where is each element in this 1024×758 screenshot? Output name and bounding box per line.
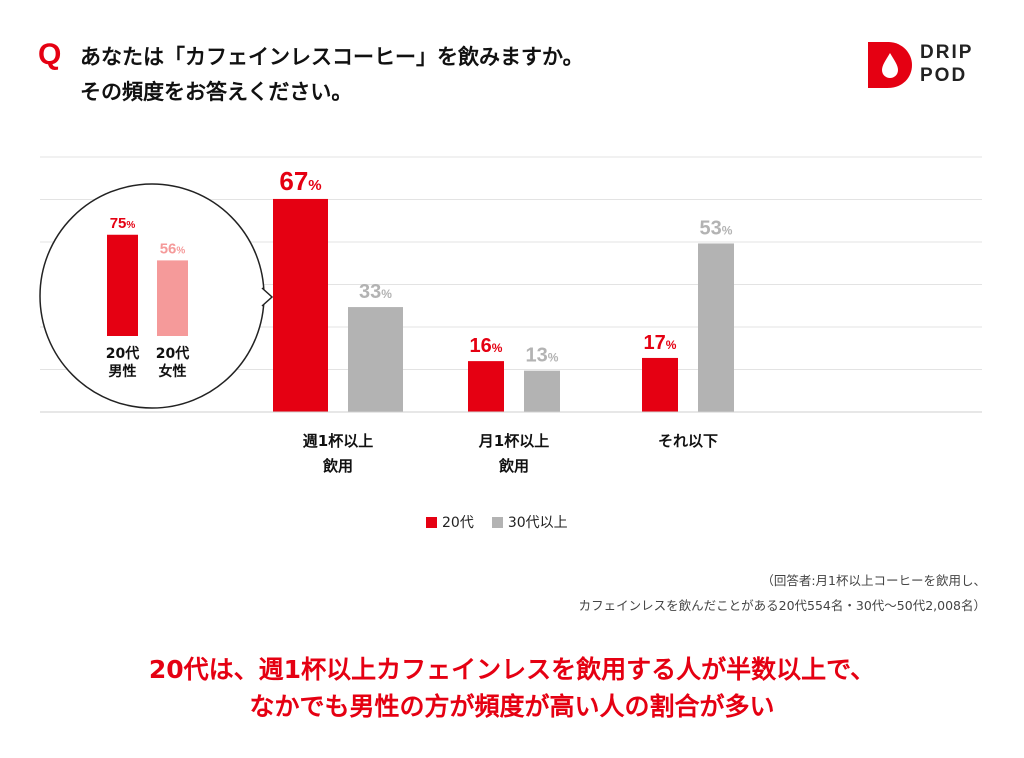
data-label: 53% xyxy=(700,217,733,239)
bar-20s xyxy=(273,198,328,412)
inset-data-label: 75% xyxy=(110,215,136,232)
bar-30s-plus xyxy=(524,370,560,412)
drip-pod-logo-mark xyxy=(868,42,912,88)
data-label: 17% xyxy=(644,332,677,354)
inset-bar-20s-female xyxy=(157,260,188,336)
inset-bubble-pointer-mask xyxy=(259,290,263,304)
data-label: 16% xyxy=(470,335,503,357)
conclusion-line-2: なかでも男性の方が頻度が高い人の割合が多い xyxy=(249,692,775,721)
inset-category-label: 女性 xyxy=(159,363,187,380)
inset-bar-20s-male xyxy=(107,234,138,336)
legend-label-20s: 20代 xyxy=(442,515,474,531)
conclusion-line-1: 20代は、週1杯以上カフェインレスを飲用する人が半数以上で、 xyxy=(148,655,876,684)
drip-pod-logo: DRIP POD xyxy=(868,40,978,90)
bar-30s-plus xyxy=(698,243,734,412)
category-label: 飲用 xyxy=(322,457,353,475)
inset-data-label: 56% xyxy=(160,240,186,257)
category-label: それ以下 xyxy=(658,432,718,450)
legend-label-30s-plus: 30代以上 xyxy=(507,515,568,531)
legend-swatch-30s-plus xyxy=(491,516,503,528)
inset-category-label: 男性 xyxy=(109,363,137,380)
respondent-note-line-2: カフェインレスを飲んだことがある20代554名・30代〜50代2,008名） xyxy=(578,598,986,613)
inset-bubble-pointer xyxy=(261,287,274,307)
legend-swatch-20s xyxy=(426,516,437,528)
chart-legend: 20代 30代以上 xyxy=(426,512,586,532)
bar-20s xyxy=(468,361,504,412)
inset-category-label: 20代 xyxy=(156,345,189,362)
inset-category-label: 20代 xyxy=(106,345,139,362)
data-label: 13% xyxy=(526,345,559,367)
category-label: 月1杯以上 xyxy=(478,432,549,450)
bar-30s-plus xyxy=(348,307,403,412)
question-line-2: その頻度をお答えください。 xyxy=(80,80,353,104)
logo-text-drip: DRIP xyxy=(920,42,974,63)
legend-item-30s-plus: 30代以上 xyxy=(491,512,568,532)
inset-bubble xyxy=(39,183,265,409)
bar-20s xyxy=(642,357,678,412)
question-mark: Q xyxy=(38,38,62,71)
respondent-note-line-1: （回答者:月1杯以上コーヒーを飲用し、 xyxy=(761,573,986,588)
category-label: 週1杯以上 xyxy=(303,432,373,450)
data-label: 67% xyxy=(279,166,321,196)
data-label: 33% xyxy=(359,281,392,303)
legend-item-20s: 20代 xyxy=(426,512,474,532)
logo-text-pod: POD xyxy=(920,65,968,86)
category-label: 飲用 xyxy=(498,457,529,475)
question-line-1: あなたは「カフェインレスコーヒー」を飲みますか。 xyxy=(80,45,584,69)
